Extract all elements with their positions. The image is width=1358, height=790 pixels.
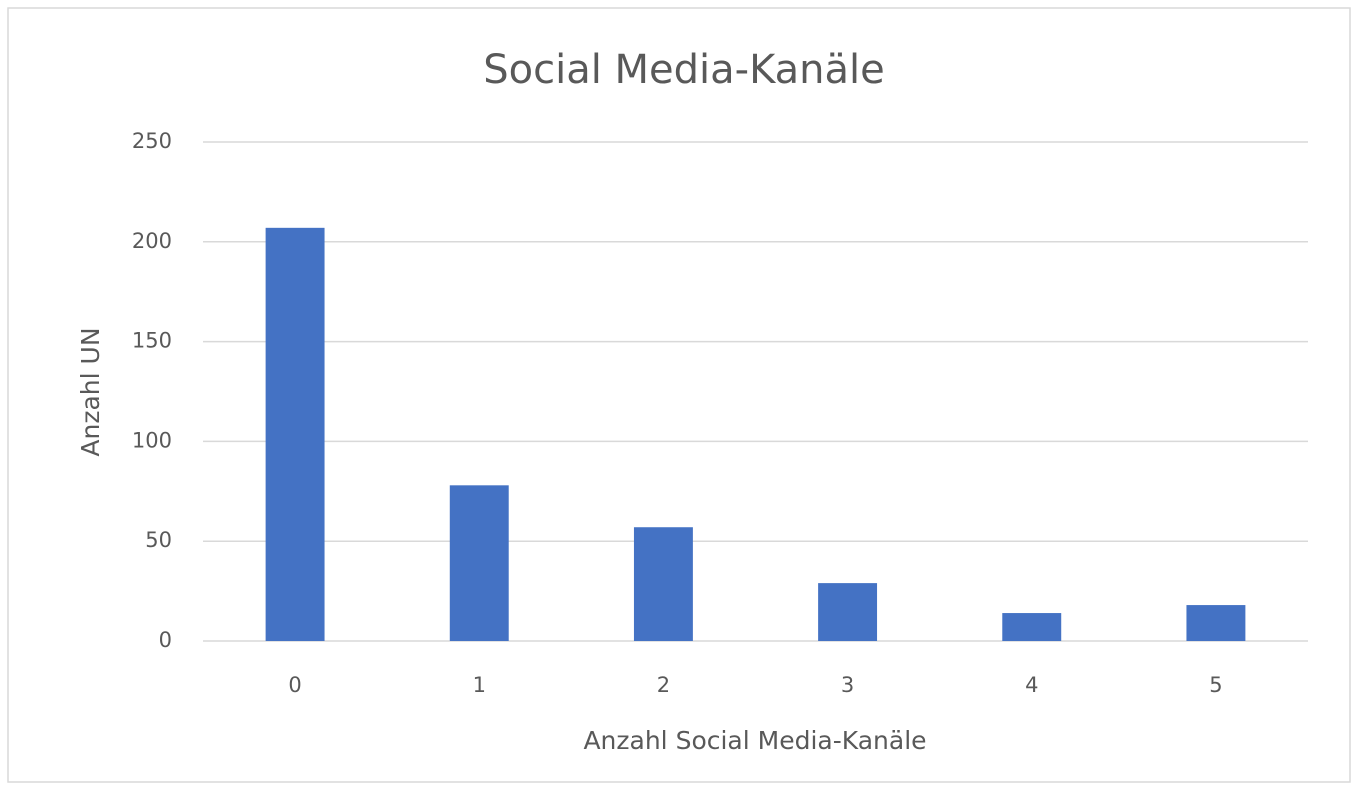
x-tick-label: 2	[657, 673, 670, 697]
y-tick-label: 250	[132, 129, 172, 153]
bar	[449, 485, 509, 641]
x-tick-label: 4	[1025, 673, 1038, 697]
bar	[1186, 605, 1246, 641]
y-tick-label: 50	[145, 528, 172, 552]
x-tick-label: 5	[1209, 673, 1222, 697]
x-tick-label: 0	[288, 673, 301, 697]
y-tick-label: 0	[159, 628, 172, 652]
y-tick-label: 150	[132, 329, 172, 353]
chart-border	[7, 7, 1351, 783]
x-tick-label: 1	[473, 673, 486, 697]
bar	[818, 583, 878, 641]
y-axis-title: Anzahl UN	[76, 327, 105, 456]
bar	[265, 227, 325, 641]
x-tick-label: 3	[841, 673, 854, 697]
x-axis-title: Anzahl Social Media-Kanäle	[583, 726, 926, 755]
y-tick-label: 100	[132, 428, 172, 452]
bar	[633, 527, 693, 641]
bar	[1002, 613, 1062, 641]
chart-title: Social Media-Kanäle	[483, 47, 885, 93]
y-tick-label: 200	[132, 229, 172, 253]
